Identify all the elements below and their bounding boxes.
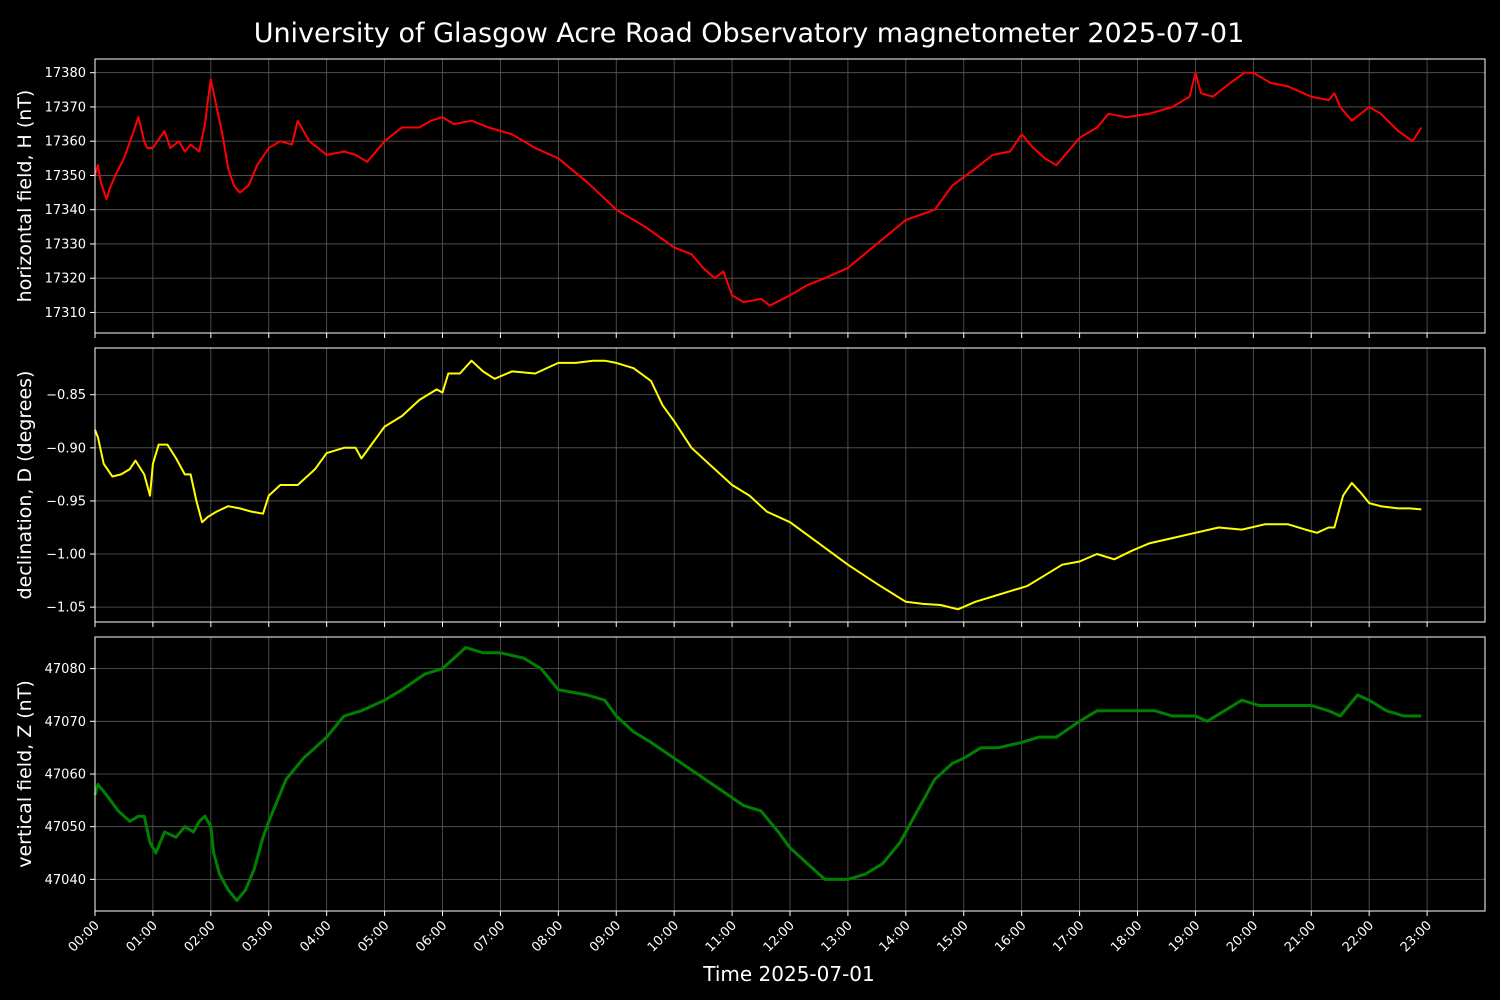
panel-1: 17310 17320 17330 17340 17350 17360 17370 17380… [14, 58, 1486, 338]
y-tick-label: 17330 [45, 237, 86, 252]
panel-3: 47040 47050 47060 47070 47080 vertical field,… [14, 636, 1486, 916]
y-tick-label: 17370 [45, 100, 86, 115]
y-tick-label: 17380 [45, 66, 86, 81]
y-tick-label: −1.05 [46, 601, 86, 616]
y-tick-label: 17340 [45, 203, 86, 218]
series-line [94, 359, 1422, 611]
y-tick-label: −0.90 [46, 441, 86, 456]
y-tick-label: 17360 [45, 135, 86, 150]
series-line [94, 71, 1423, 307]
y-tick-label: −0.95 [46, 494, 86, 509]
x-axis-label: Time 2025-07-01 [702, 962, 875, 986]
y-tick-label: 47040 [45, 873, 86, 888]
y-tick-label: 17310 [45, 306, 86, 321]
panel-frame [94, 347, 1486, 623]
y-tick-label: 17320 [45, 272, 86, 287]
y-axis-label: vertical field, Z (nT) [14, 680, 36, 868]
panel-frame [94, 636, 1486, 912]
panel-frame [94, 58, 1486, 334]
panel-2: −1.05 −1.00 −0.95 −0.90 −0.85 declination, D … [14, 347, 1486, 627]
y-tick-label: 47060 [45, 768, 86, 783]
y-axis-label: horizontal field, H (nT) [14, 90, 36, 303]
y-tick-label: −1.00 [46, 548, 86, 563]
y-tick-label: −0.85 [46, 388, 86, 403]
series-line [93, 646, 1422, 902]
y-tick-label: 47070 [45, 715, 86, 730]
y-axis-label: declination, D (degrees) [14, 371, 36, 600]
chart-title: University of Glasgow Acre Road Observat… [254, 18, 1245, 49]
y-tick-label: 17350 [45, 169, 86, 184]
y-tick-label: 47050 [45, 820, 86, 835]
y-tick-label: 47080 [45, 662, 86, 677]
